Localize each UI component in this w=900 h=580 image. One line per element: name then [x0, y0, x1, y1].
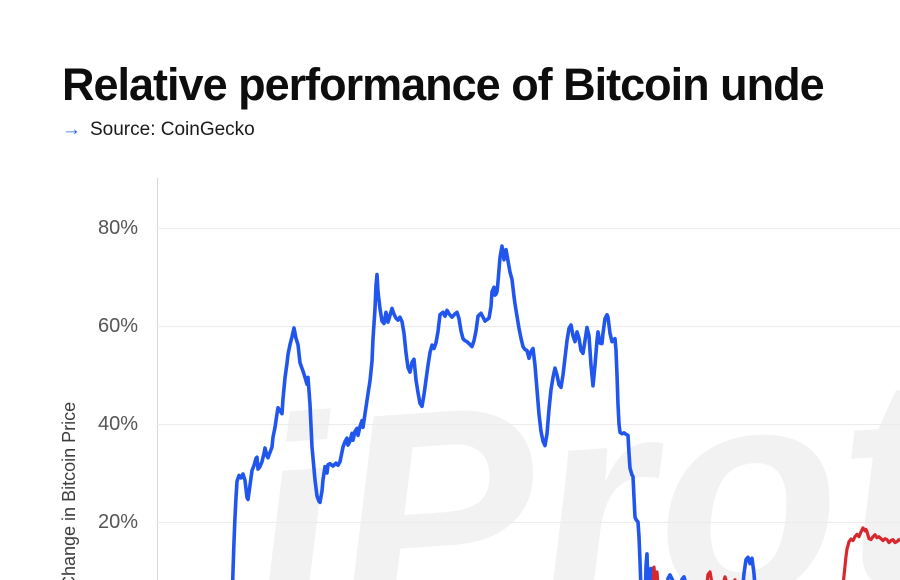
- y-tick-label-60: 60%: [97, 315, 138, 337]
- watermark-text: iProto: [238, 298, 900, 580]
- page-title: Relative performance of Bitcoin unde: [62, 59, 825, 110]
- gridline-20: [157, 522, 900, 523]
- gridline-80: [157, 228, 900, 229]
- y-axis-line: [157, 178, 158, 580]
- gridline-40: [157, 424, 900, 425]
- source-line: → Source: CoinGecko: [62, 119, 255, 141]
- source-label: Source: CoinGecko: [90, 119, 255, 140]
- y-axis-title: % Change in Bitcoin Price: [59, 401, 79, 580]
- y-tick-label-80: 80%: [97, 217, 138, 239]
- gridline-60: [157, 326, 900, 327]
- arrow-right-icon: →: [62, 119, 81, 140]
- y-tick-label-40: 40%: [97, 413, 138, 435]
- y-tick-label-20: 20%: [97, 511, 138, 533]
